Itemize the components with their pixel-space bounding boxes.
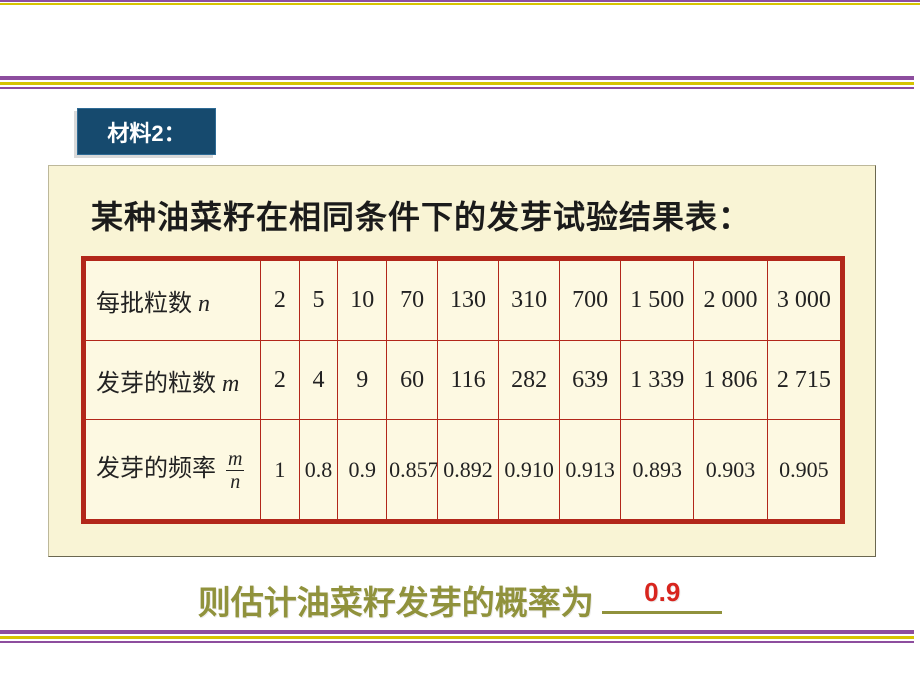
row-header: 每批粒数 n: [86, 261, 261, 341]
answer-value: 0.9: [644, 577, 680, 608]
table-cell: 2 000: [694, 261, 767, 341]
table-cell: 130: [438, 261, 499, 341]
section-badge: 材料2：: [77, 108, 216, 155]
answer-blank: 0.9: [602, 611, 722, 614]
data-table-wrap: 每批粒数 n2510701303107001 5002 0003 000发芽的粒…: [81, 256, 845, 524]
table-cell: 0.892: [438, 420, 499, 520]
table-cell: 0.913: [560, 420, 621, 520]
data-table: 每批粒数 n2510701303107001 5002 0003 000发芽的粒…: [85, 260, 841, 520]
row-header: 发芽的粒数 m: [86, 340, 261, 420]
table-cell: 1: [261, 420, 300, 520]
table-cell: 4: [299, 340, 338, 420]
table-cell: 2: [261, 261, 300, 341]
table-cell: 0.905: [767, 420, 840, 520]
table-cell: 0.8: [299, 420, 338, 520]
panel-title: 某种油菜籽在相同条件下的发芽试验结果表：: [49, 166, 875, 238]
table-cell: 0.893: [621, 420, 694, 520]
table-cell: 0.9: [338, 420, 387, 520]
header-rules: [0, 76, 914, 89]
table-cell: 1 806: [694, 340, 767, 420]
table-cell: 0.857: [387, 420, 438, 520]
table-cell: 116: [438, 340, 499, 420]
answer-line: 则估计油菜籽发芽的概率为 0.9: [0, 576, 920, 624]
table-cell: 0.910: [499, 420, 560, 520]
table-cell: 310: [499, 261, 560, 341]
table-cell: 60: [387, 340, 438, 420]
content-panel: 某种油菜籽在相同条件下的发芽试验结果表： 每批粒数 n2510701303107…: [48, 165, 876, 557]
table-row: 每批粒数 n2510701303107001 5002 0003 000: [86, 261, 841, 341]
table-row: 发芽的粒数 m249601162826391 3391 8062 715: [86, 340, 841, 420]
table-cell: 2: [261, 340, 300, 420]
table-cell: 10: [338, 261, 387, 341]
table-row: 发芽的频率 mn10.80.90.8570.8920.9100.9130.893…: [86, 420, 841, 520]
table-cell: 1 339: [621, 340, 694, 420]
table-cell: 700: [560, 261, 621, 341]
table-cell: 3 000: [767, 261, 840, 341]
table-cell: 9: [338, 340, 387, 420]
table-cell: 2 715: [767, 340, 840, 420]
table-cell: 1 500: [621, 261, 694, 341]
table-cell: 639: [560, 340, 621, 420]
footer-rules: [0, 630, 914, 643]
table-cell: 0.903: [694, 420, 767, 520]
row-header: 发芽的频率 mn: [86, 420, 261, 520]
section-badge-label: 材料2：: [107, 116, 185, 148]
table-cell: 5: [299, 261, 338, 341]
top-thin-rules: [0, 0, 920, 5]
answer-prefix: 则估计油菜籽发芽的概率为: [198, 584, 594, 621]
table-cell: 282: [499, 340, 560, 420]
table-cell: 70: [387, 261, 438, 341]
